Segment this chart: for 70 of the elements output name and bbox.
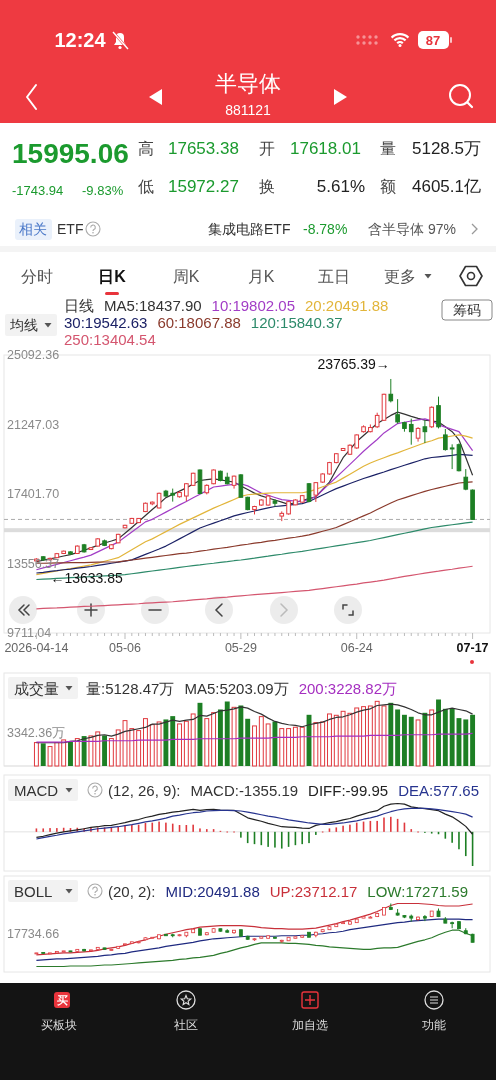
text: MACD:-1355.19 xyxy=(190,781,299,799)
text: 20:20491.88 xyxy=(305,296,389,314)
text: 周K xyxy=(172,267,200,285)
legend-title: 日线 xyxy=(64,296,94,314)
chart-title: 成交量 xyxy=(14,679,59,697)
chart-title: MACD xyxy=(14,781,59,799)
chart-subtitle: (20, 2): xyxy=(108,882,156,900)
text: MA5:18437.90 xyxy=(104,296,202,314)
text: 17618.01 xyxy=(290,138,361,158)
text: 10:19802.05 xyxy=(211,296,295,314)
x-tick-label: 06-24 xyxy=(340,641,373,655)
text: 月K xyxy=(247,267,275,285)
y-tick-label: 21247.03 xyxy=(7,417,60,432)
text: 120:15840.37 xyxy=(250,313,343,331)
text: 5.61% xyxy=(316,176,365,196)
x-tick-label: 07-17 xyxy=(456,641,489,655)
text: MID:20491.88 xyxy=(165,882,260,900)
text: 日K xyxy=(98,267,127,285)
annotation: 17734.66 xyxy=(7,926,60,941)
text: 含半导体 97% xyxy=(368,221,456,237)
x-tick-label: 05-29 xyxy=(224,641,257,655)
text: 5128.5万 xyxy=(412,138,481,158)
text: 881121 xyxy=(225,102,272,118)
text: 4605.1亿 xyxy=(412,176,481,196)
series-label: DEA:577.65 xyxy=(398,781,480,799)
y-tick-label: 25092.36 xyxy=(7,348,60,362)
text: 分时 xyxy=(21,267,53,285)
text: 17653.38 xyxy=(168,138,239,158)
text: 200:3228.82万 xyxy=(298,679,398,697)
series-label: MA5:5203.09万 xyxy=(184,679,289,697)
annotation: 3342.36万 xyxy=(7,725,66,740)
y-tick-label: 9711.04 xyxy=(7,626,52,640)
x-tick-label: 05-06 xyxy=(109,641,142,655)
text: 买板块 xyxy=(41,1018,77,1032)
text: ETF xyxy=(57,221,84,237)
text: 半导体 xyxy=(215,70,281,96)
y-tick-label: 17401.70 xyxy=(7,487,60,501)
text: 量:5128.47万 xyxy=(86,679,175,697)
text: 250:13404.54 xyxy=(64,330,156,348)
annotation: 23765.39→ xyxy=(317,355,390,372)
text: 12:24 xyxy=(54,29,107,51)
text: 15995.06 xyxy=(12,137,129,169)
text: 加自选 xyxy=(292,1018,328,1032)
text: 低 xyxy=(138,177,154,195)
chart-title: BOLL xyxy=(14,882,53,900)
text: 五日 xyxy=(318,267,350,285)
series-label: UP:23712.17 xyxy=(269,882,358,900)
text: 开 xyxy=(259,139,275,157)
text: 社区 xyxy=(174,1018,198,1032)
text: 60:18067.88 xyxy=(157,313,241,331)
chart-subtitle: (12, 26, 9): xyxy=(108,781,181,799)
text: 换 xyxy=(259,177,275,195)
text: 87 xyxy=(425,32,441,48)
x-tick-label: 2026-04-14 xyxy=(4,641,69,655)
text: 30:19542.63 xyxy=(64,313,148,331)
text: 相关 xyxy=(19,221,47,237)
text: 量 xyxy=(380,139,396,157)
text: LOW:17271.59 xyxy=(367,882,468,900)
text: 筹码 xyxy=(453,302,481,318)
text: 均线 xyxy=(9,317,38,333)
text: -8.78% xyxy=(303,221,348,237)
text: 更多 xyxy=(384,267,416,285)
text: 集成电路ETF xyxy=(208,221,291,237)
text: 额 xyxy=(380,177,396,195)
text: 15972.27 xyxy=(168,176,239,196)
text: 高 xyxy=(138,139,154,157)
series-label: DIFF:-99.95 xyxy=(308,781,389,799)
text: 功能 xyxy=(422,1018,446,1032)
text: -1743.94 xyxy=(12,182,64,198)
text: -9.83% xyxy=(82,182,124,198)
